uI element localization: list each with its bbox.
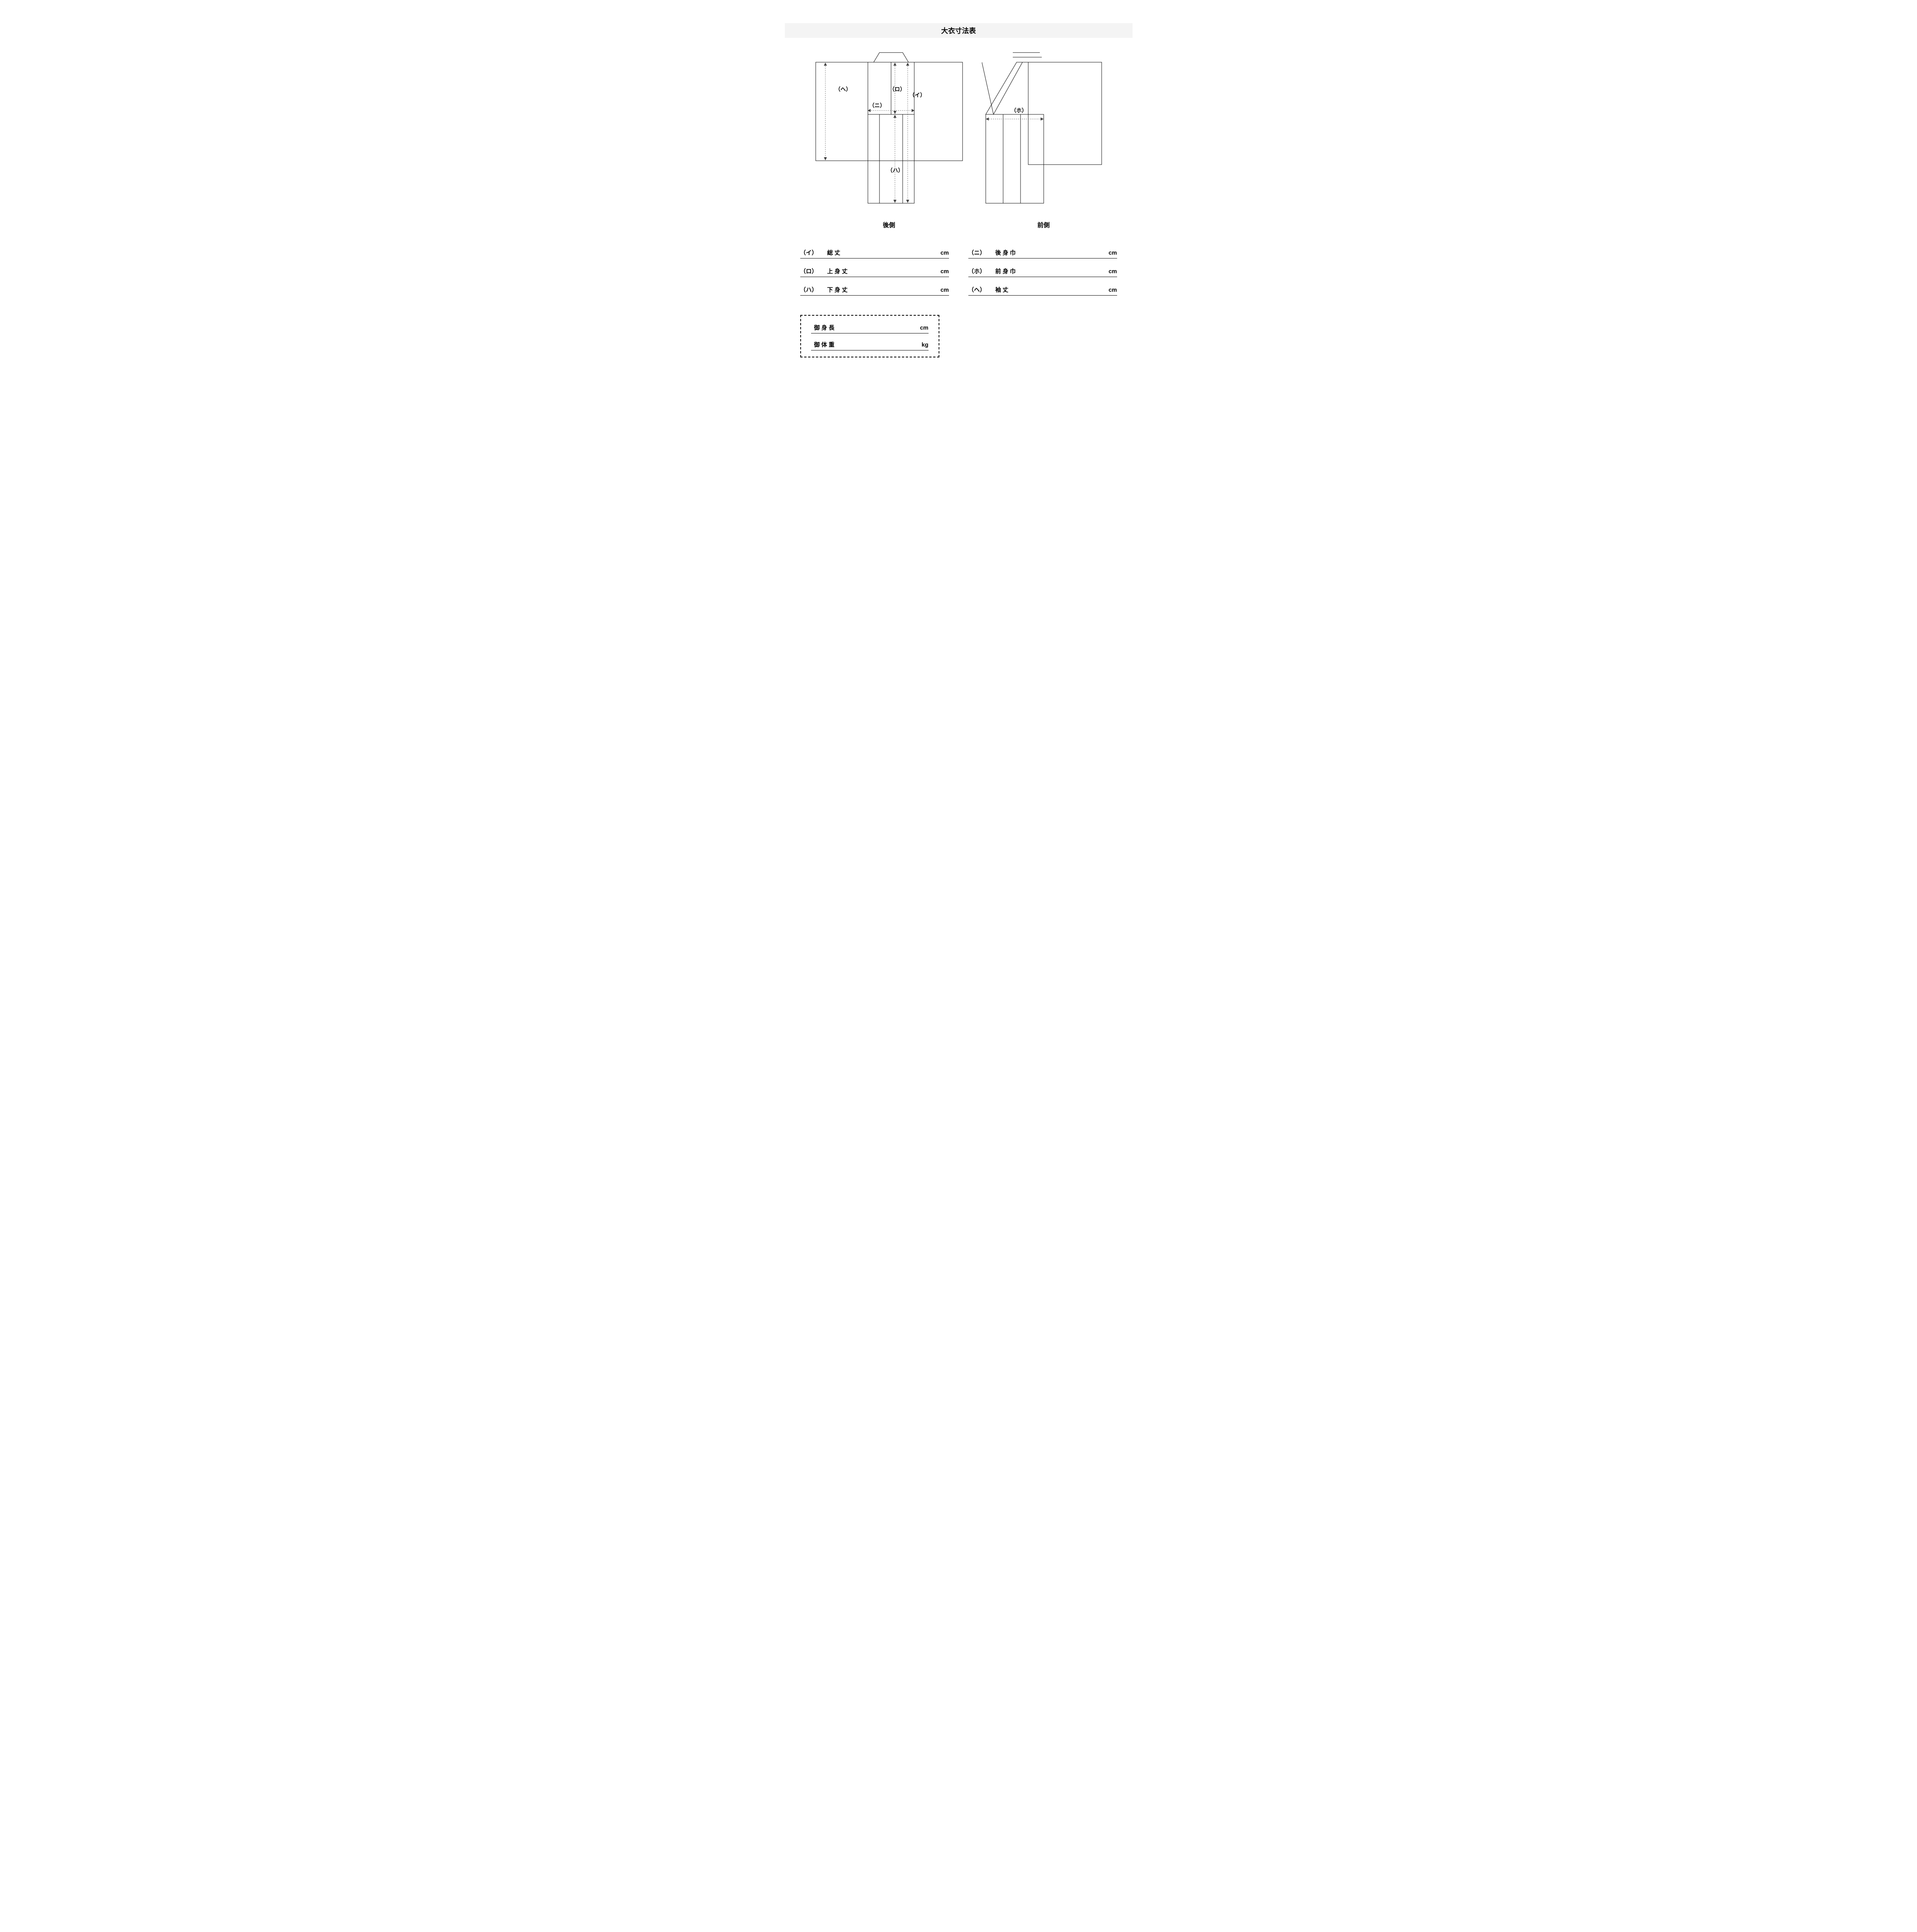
- measure-unit: cm: [1109, 287, 1117, 293]
- front-label: 前側: [982, 220, 1106, 229]
- marker-he: （ヘ）: [835, 86, 851, 92]
- body-row: 御体重 kg: [811, 340, 929, 350]
- measure-name: 袖丈: [995, 286, 1109, 294]
- measure-unit: cm: [1109, 250, 1117, 256]
- body-name: 御体重: [811, 340, 922, 349]
- page-title: 大衣寸法表: [785, 23, 1133, 38]
- measure-row: （イ） 総丈 cm: [800, 248, 949, 259]
- measure-key: （ニ）: [968, 248, 995, 257]
- measure-row: （ニ） 後身巾 cm: [968, 248, 1117, 259]
- marker-ro: （ロ）: [889, 86, 905, 92]
- back-label: 後側: [812, 220, 966, 229]
- measure-key: （イ）: [800, 248, 827, 257]
- diagram-row: （ヘ） （ロ） （イ） （ハ） （ニ） 後側: [785, 49, 1133, 229]
- measure-row: （ハ） 下身丈 cm: [800, 286, 949, 296]
- back-svg: （ヘ） （ロ） （イ） （ハ） （ニ）: [812, 49, 966, 215]
- measure-unit: cm: [941, 287, 949, 293]
- body-name: 御身長: [811, 323, 920, 332]
- marker-ha: （ハ）: [887, 167, 903, 173]
- measure-name: 上身丈: [827, 267, 941, 275]
- marker-i: （イ）: [909, 92, 925, 98]
- measure-row: （ロ） 上身丈 cm: [800, 267, 949, 277]
- front-diagram: （ホ） 前側: [982, 49, 1106, 229]
- measure-name: 下身丈: [827, 286, 941, 294]
- body-row: 御身長 cm: [811, 323, 929, 333]
- body-unit: cm: [920, 325, 929, 331]
- measure-name: 後身巾: [995, 248, 1109, 257]
- measure-key: （ハ）: [800, 286, 827, 294]
- marker-ni: （ニ）: [869, 102, 885, 109]
- measure-name: 前身巾: [995, 267, 1109, 275]
- measure-row: （ホ） 前身巾 cm: [968, 267, 1117, 277]
- measure-key: （ホ）: [968, 267, 995, 275]
- measurement-grid: （イ） 総丈 cm （ニ） 後身巾 cm （ロ） 上身丈 cm （ホ） 前身巾 …: [800, 248, 1117, 296]
- marker-ho: （ホ）: [1011, 107, 1027, 114]
- measure-unit: cm: [941, 268, 949, 275]
- page: 大衣寸法表: [785, 23, 1133, 357]
- measure-key: （ヘ）: [968, 286, 995, 294]
- measure-key: （ロ）: [800, 267, 827, 275]
- front-svg: （ホ）: [982, 49, 1106, 215]
- back-diagram: （ヘ） （ロ） （イ） （ハ） （ニ） 後側: [812, 49, 966, 229]
- measure-row: （ヘ） 袖丈 cm: [968, 286, 1117, 296]
- measure-unit: cm: [941, 250, 949, 256]
- measure-unit: cm: [1109, 268, 1117, 275]
- measure-name: 総丈: [827, 248, 941, 257]
- body-unit: kg: [922, 342, 929, 348]
- body-box: 御身長 cm 御体重 kg: [800, 315, 939, 357]
